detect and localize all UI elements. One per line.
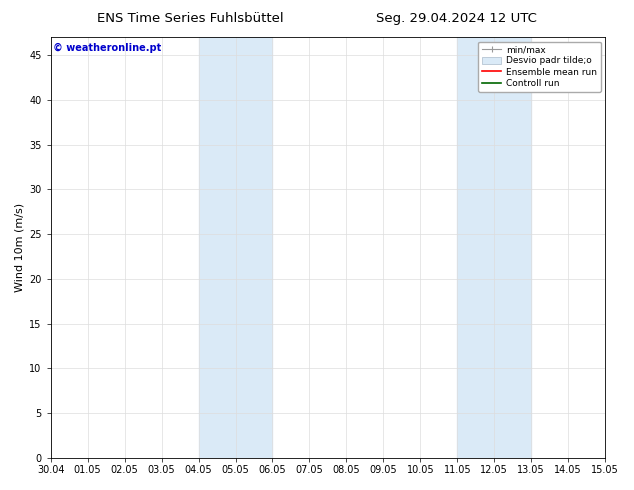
Bar [457, 37, 495, 458]
Text: ENS Time Series Fuhlsbüttel: ENS Time Series Fuhlsbüttel [97, 12, 283, 25]
Text: Seg. 29.04.2024 12 UTC: Seg. 29.04.2024 12 UTC [376, 12, 537, 25]
Bar [235, 37, 273, 458]
Bar [198, 37, 235, 458]
Bar [495, 37, 531, 458]
Legend: min/max, Desvio padr tilde;o, Ensemble mean run, Controll run: min/max, Desvio padr tilde;o, Ensemble m… [478, 42, 600, 92]
Text: © weatheronline.pt: © weatheronline.pt [53, 44, 162, 53]
Y-axis label: Wind 10m (m/s): Wind 10m (m/s) [15, 203, 25, 292]
